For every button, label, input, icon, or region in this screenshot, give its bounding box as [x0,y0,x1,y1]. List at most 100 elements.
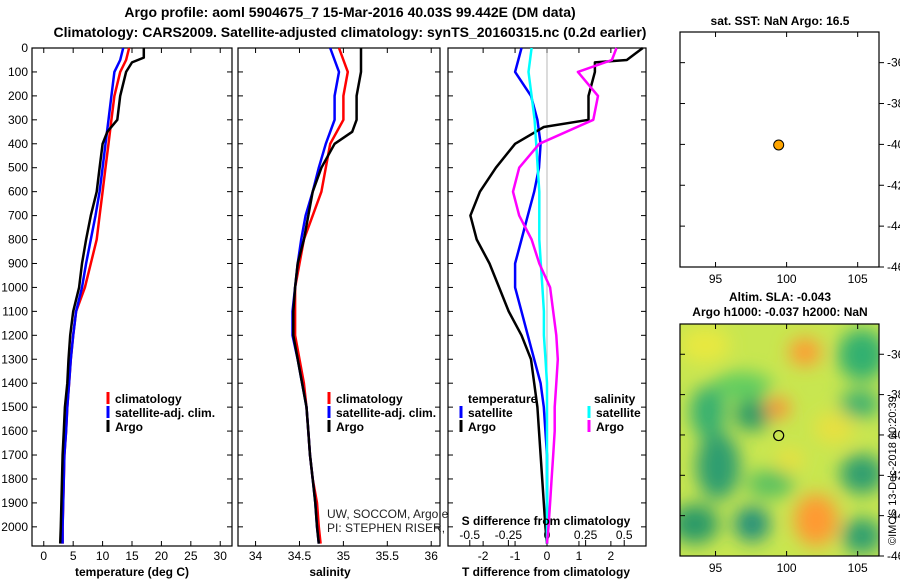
x-tick-label: 30 [214,549,228,563]
depth-tick-label: 1600 [1,424,28,438]
map-y-tick-label: -42 [887,178,900,192]
map-y-tick-label: -42 [887,468,900,482]
sst-map-axes: 95 100 105 -36 -38 -40 -42 -44 -46 [680,32,900,286]
sla-blob [712,372,772,400]
legend-satellite-adj: satellite-adj. clim. [115,406,215,420]
depth-tick-label: 1100 [2,304,28,318]
s-x-tick-label: 0.25 [574,528,598,542]
map-y-tick-label: -44 [887,219,900,233]
x-tick-label: 20 [155,549,169,563]
depth-tick-label: 100 [8,65,28,79]
map-x-tick-label: 95 [709,561,723,575]
temperature-x-axis: 0 5 10 15 20 25 30 [32,47,232,563]
map-x-tick-label: 100 [777,561,797,575]
sla-blob [840,454,879,494]
depth-tick-label: 600 [8,185,28,199]
depth-tick-label: 1700 [1,448,28,462]
sla-blob [838,329,879,381]
depth-tick-label: 300 [8,113,28,127]
sla-blob [696,432,740,500]
sst-map-title: sat. SST: NaN Argo: 16.5 [710,14,850,28]
x-tick-label: 10 [96,549,110,563]
depth-tick-label: 2000 [1,520,28,534]
depth-tick-label: 700 [8,209,28,223]
map-y-tick-label: -36 [887,347,900,361]
legend-argo: Argo [336,420,364,434]
s-difference-xlabel: S difference from climatology [462,514,631,528]
x-tick-label: 15 [125,549,139,563]
sla-map-marker [773,429,785,442]
temperature-xlabel: temperature (deg C) [75,565,189,579]
x-tick-label: 35 [337,549,351,563]
map-x-tick-label: 100 [777,272,797,286]
depth-tick-label: 500 [8,161,28,175]
series-temperature-argo [469,47,644,544]
sla-blob [680,327,730,363]
legend-satellite-adj: satellite-adj. clim. [336,406,436,420]
x-tick-label: 25 [184,549,198,563]
x-tick-label: 0 [544,549,551,563]
sla-blob [680,504,719,544]
sla-blob [734,506,770,542]
x-tick-label: -2 [478,549,489,563]
depth-tick-label: 1900 [1,496,28,510]
sla-blob [842,518,879,554]
x-tick-label: 36 [425,549,439,563]
salinity-frame [237,47,441,547]
legend-title-salinity: salinity [594,392,636,406]
difference-panel: -2 -1 0 1 2 -0.5 -0.25 0 0.25 0.5 T difference f… [447,47,647,579]
x-tick-label: 35.5 [376,549,400,563]
legend-s-satellite: satellite [596,406,641,420]
depth-tick-label: 1800 [1,472,28,486]
legend-climatology: climatology [115,392,182,406]
map-y-tick-label: -40 [887,428,900,442]
salinity-x-axis: 34 34.5 35 35.5 36 [238,47,440,563]
plot-title-line1: Argo profile: aoml 5904675_7 15-Mar-2016… [124,4,576,20]
x-tick-label: 5 [70,549,77,563]
map-y-tick-label: -46 [887,549,900,563]
depth-tick-label: 1500 [1,400,28,414]
sla-blob [840,390,879,418]
depth-axis: 0 100 200 300 400 500 600 700 800 900 1000 1100 1200… [1,41,28,534]
depth-tick-label: 900 [8,256,28,270]
sla-map-frame [679,323,880,557]
x-tick-label: 0 [40,549,47,563]
s-x-tick-label: 0.5 [616,528,633,542]
difference-legend: temperature salinity satellite Argo sate… [459,392,641,434]
temperature-legend: climatology satellite-adj. clim. Argo [106,392,215,434]
sla-blob [690,386,726,438]
legend-s-argo: Argo [596,420,624,434]
depth-tick-label: 400 [8,137,28,151]
sla-blob [789,338,821,366]
salinity-series [291,47,363,544]
map-y-tick-label: -46 [887,260,900,274]
salinity-xlabel: salinity [309,565,351,579]
map-y-tick-label: -38 [887,388,900,402]
x-tick-label: 34 [249,549,263,563]
x-tick-label: 34.5 [288,549,312,563]
series-argo [292,48,363,544]
map-x-tick-label: 95 [709,272,723,286]
sst-map-points [773,139,785,151]
sla-blob [734,399,770,431]
map-y-tick-label: -40 [887,137,900,151]
legend-title-temperature: temperature [468,392,538,406]
x-tick-label: -1 [510,549,521,563]
series-argo [58,48,146,544]
legend-t-satellite: satellite [468,406,513,420]
depth-tick-label: 1300 [1,352,28,366]
argo-position-point [773,139,785,151]
sla-blob [794,494,838,546]
depth-tick-label: 800 [8,233,28,247]
s-difference-x-axis: -0.5 -0.25 0 0.25 0.5 [459,528,633,546]
series-salinity-satellite [527,47,549,544]
plot-title-line2: Climatology: CARS2009. Satellite-adjuste… [53,24,647,40]
argo-position-marker [773,429,785,442]
x-tick-label: 2 [608,549,615,563]
x-tick-label: 1 [576,549,583,563]
s-x-tick-label: -0.25 [495,528,523,542]
legend-climatology: climatology [336,392,403,406]
series-satellite-adj-clim [61,47,125,544]
sla-map-panel: 95 100 105 -36 -38 -40 -42 -44 -46 [679,323,900,575]
